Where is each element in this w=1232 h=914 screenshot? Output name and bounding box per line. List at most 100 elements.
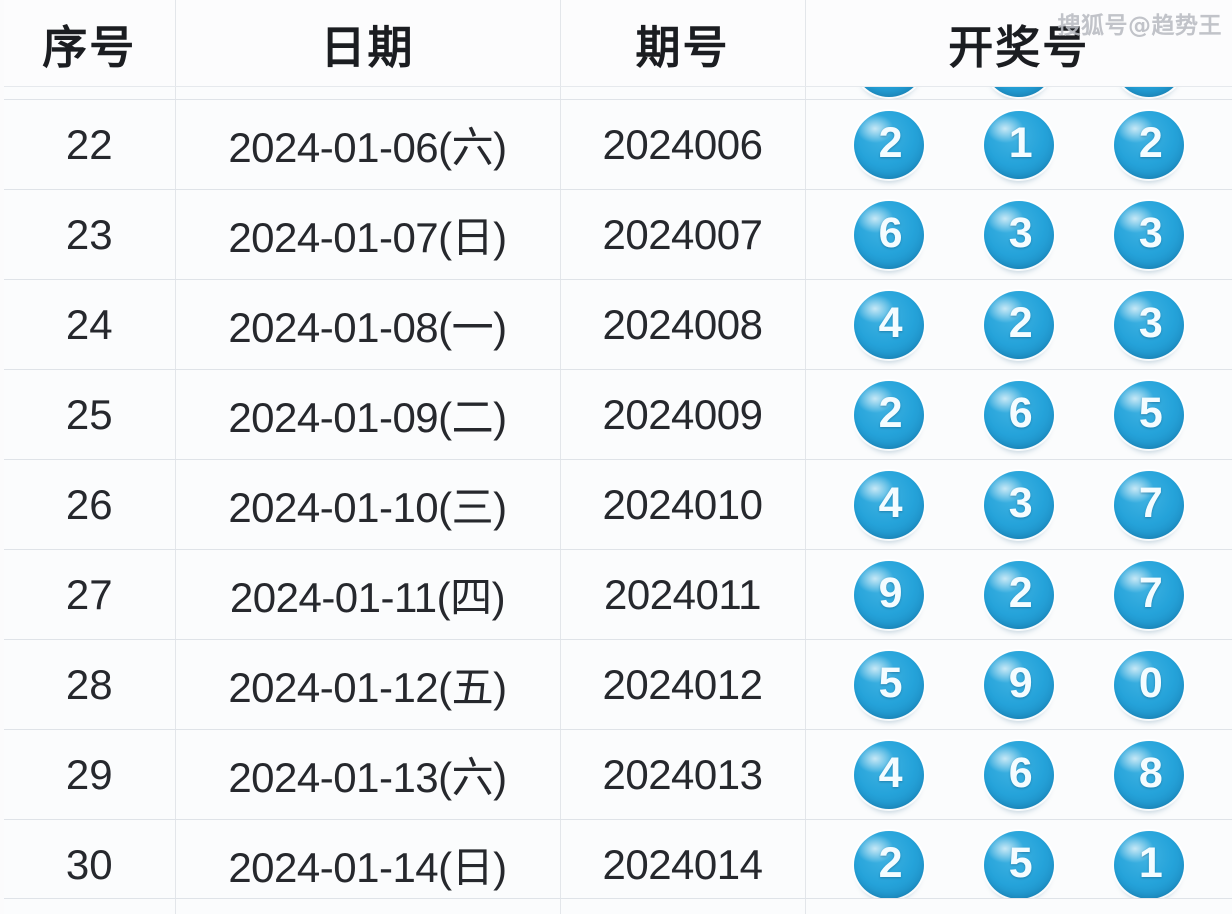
lottery-ball-number: 2: [1138, 119, 1163, 167]
table-row[interactable]: 27 2024-01-11(四) 2024011 9 2 7: [4, 549, 1232, 640]
lottery-ball: 7: [1113, 560, 1184, 629]
lottery-ball-group: 2 6 5: [806, 370, 1232, 459]
cell-index: 25: [4, 369, 176, 460]
lottery-ball: 2: [983, 560, 1054, 629]
cell-numbers: 5 9 0: [805, 639, 1232, 730]
cell-numbers: 2 6 5: [805, 369, 1232, 460]
cell-index: 22: [4, 99, 176, 190]
cell-issue: 2024007: [560, 189, 806, 280]
table-row[interactable]: 28 2024-01-12(五) 2024012 5 9 0: [4, 639, 1232, 730]
cell-issue: 2024010: [560, 459, 806, 550]
cell-date: 2024-01-10(三): [175, 459, 561, 550]
lottery-ball-number: 2: [1008, 299, 1033, 347]
table-row[interactable]: 25 2024-01-09(二) 2024009 2 6 5: [4, 369, 1232, 460]
cell-issue: 2024008: [560, 279, 806, 370]
lottery-ball-number: 5: [1138, 389, 1163, 437]
lottery-results-table: 序号 日期 期号 开奖号 22 2024-01-06(六) 2024006 2 1 2 23…: [4, 0, 1232, 910]
cell-issue: 2024013: [560, 729, 806, 820]
cell-issue: 2024006: [560, 99, 806, 190]
table-row[interactable]: 23 2024-01-07(日) 2024007 6 3 3: [4, 189, 1232, 280]
lottery-ball: 7: [1113, 470, 1184, 539]
cell-index: 23: [4, 189, 176, 280]
table-body: 22 2024-01-06(六) 2024006 2 1 2 23 2024-01-07(日)…: [4, 86, 1232, 910]
column-header-index: 序号: [4, 0, 176, 87]
table-row[interactable]: 26 2024-01-10(三) 2024010 4 3 7: [4, 459, 1232, 550]
table-row[interactable]: 30 2024-01-14(日) 2024014 2 5 1: [4, 819, 1232, 910]
table-header-row: 序号 日期 期号 开奖号: [4, 0, 1232, 87]
lottery-ball-number: 3: [1008, 209, 1033, 257]
cell-index: 30: [4, 819, 176, 910]
column-header-date: 日期: [175, 0, 561, 87]
cell-date: 2024-01-12(五): [175, 639, 561, 730]
lottery-ball: 4: [853, 740, 924, 809]
lottery-ball-partial: [853, 86, 924, 97]
cell-numbers: 2 1 2: [805, 99, 1232, 190]
cell-date: 2024-01-11(四): [175, 549, 561, 640]
lottery-ball: 4: [853, 470, 924, 539]
cell-index: 29: [4, 729, 176, 820]
lottery-ball-group: 4 2 3: [806, 280, 1232, 369]
lottery-ball-number: 5: [878, 659, 903, 707]
cell-issue: 2024011: [560, 549, 806, 640]
table-row[interactable]: 29 2024-01-13(六) 2024013 4 6 8: [4, 729, 1232, 820]
lottery-ball-number: 1: [1138, 839, 1163, 887]
lottery-ball: 1: [983, 110, 1054, 179]
column-header-numbers: 开奖号: [805, 0, 1232, 87]
table-header: 序号 日期 期号 开奖号: [4, 0, 1232, 87]
column-header-issue: 期号: [560, 0, 806, 87]
lottery-ball-number: 2: [878, 119, 903, 167]
cell-date: 2024-01-06(六): [175, 99, 561, 190]
cell-issue: 2024012: [560, 639, 806, 730]
cell-date: 2024-01-09(二): [175, 369, 561, 460]
lottery-ball-number: 8: [1138, 749, 1163, 797]
lottery-ball: 2: [1113, 110, 1184, 179]
cell-issue: 2024014: [560, 819, 806, 910]
table-bottom-partial-row: [4, 898, 1232, 914]
lottery-ball: 6: [983, 740, 1054, 809]
lottery-ball: 2: [853, 380, 924, 449]
cell-index: 28: [4, 639, 176, 730]
lottery-ball-group: 9 2 7: [806, 550, 1232, 639]
lottery-ball-number: 2: [1008, 569, 1033, 617]
lottery-ball-number: 4: [878, 749, 903, 797]
lottery-ball-number: 5: [1008, 839, 1033, 887]
cell-numbers: 9 2 7: [805, 549, 1232, 640]
lottery-ball: 2: [853, 830, 924, 899]
lottery-ball-group: 2 1 2: [806, 100, 1232, 189]
cell-issue: 2024009: [560, 369, 806, 460]
lottery-ball-number: 6: [878, 209, 903, 257]
lottery-ball-number: 3: [1138, 299, 1163, 347]
lottery-ball: 3: [1113, 290, 1184, 359]
lottery-ball-group: 2 5 1: [806, 820, 1232, 909]
table-row[interactable]: 22 2024-01-06(六) 2024006 2 1 2: [4, 99, 1232, 190]
cell-index: 27: [4, 549, 176, 640]
lottery-ball: 5: [983, 830, 1054, 899]
lottery-ball: 2: [853, 110, 924, 179]
table-row[interactable]: 24 2024-01-08(一) 2024008 4 2 3: [4, 279, 1232, 370]
lottery-ball-number: 9: [878, 569, 903, 617]
lottery-ball-number: 4: [878, 299, 903, 347]
cell-numbers: 4 3 7: [805, 459, 1232, 550]
lottery-ball: 3: [983, 200, 1054, 269]
lottery-ball-partial: [1113, 86, 1184, 97]
lottery-ball-number: 3: [1138, 209, 1163, 257]
lottery-ball-number: 0: [1138, 659, 1163, 707]
lottery-ball: 6: [983, 380, 1054, 449]
lottery-ball: 5: [1113, 380, 1184, 449]
lottery-ball-group: 4 3 7: [806, 460, 1232, 549]
cell-date: 2024-01-13(六): [175, 729, 561, 820]
lottery-ball: 9: [853, 560, 924, 629]
partial-cell-issue: [560, 86, 806, 100]
lottery-ball-partial: [983, 86, 1054, 97]
partial-cell-numbers: [805, 86, 1232, 100]
lottery-ball-number: 6: [1008, 389, 1033, 437]
cell-numbers: 2 5 1: [805, 819, 1232, 910]
cell-date: 2024-01-08(一): [175, 279, 561, 370]
lottery-ball-number: 2: [878, 839, 903, 887]
cell-index: 24: [4, 279, 176, 370]
lottery-ball-number: 4: [878, 479, 903, 527]
cell-date: 2024-01-07(日): [175, 189, 561, 280]
lottery-ball-number: 7: [1138, 479, 1163, 527]
lottery-ball: 4: [853, 290, 924, 359]
